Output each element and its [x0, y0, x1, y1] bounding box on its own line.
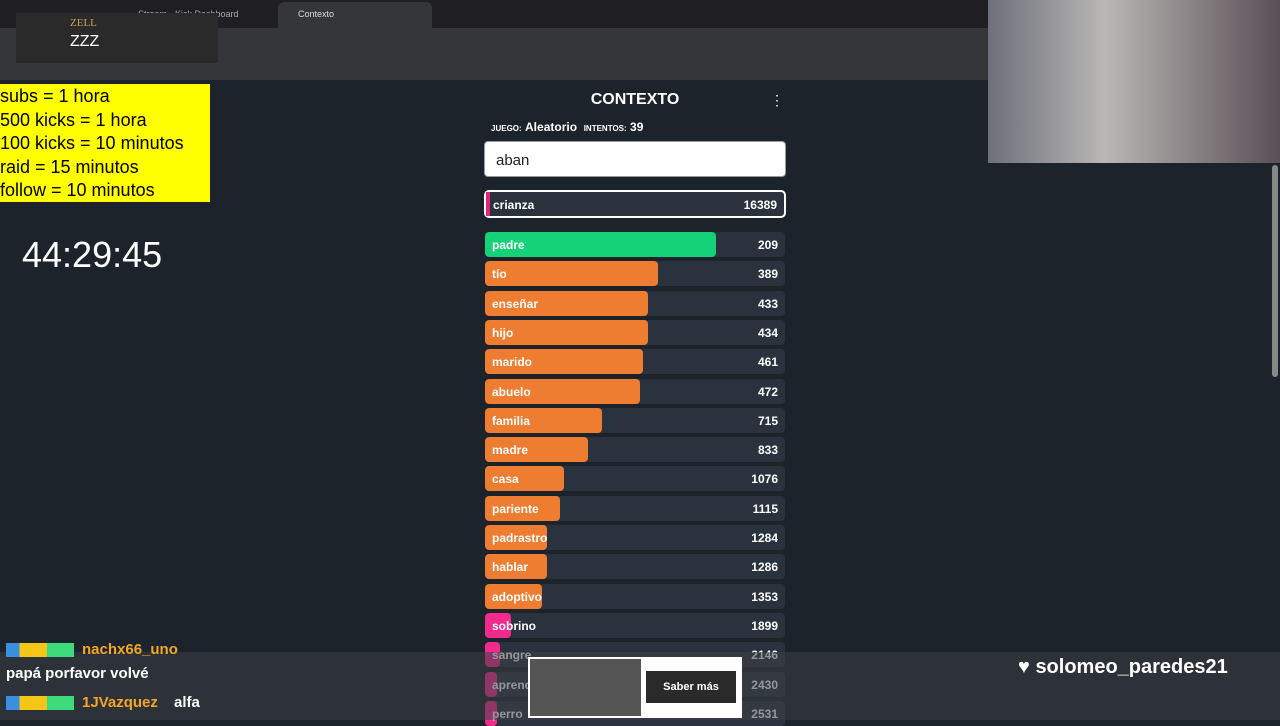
- webcam: [988, 0, 1280, 163]
- last-guess-accent: [486, 192, 490, 216]
- rule: 500 kicks = 1 hora: [0, 109, 147, 130]
- guess-row: pariente 1115: [485, 495, 785, 521]
- guess-word: enseñar: [492, 296, 539, 311]
- ad-button[interactable]: Saber más: [646, 671, 736, 703]
- guess-word: pariente: [492, 501, 539, 516]
- game-title: CONTEXTO: [590, 91, 680, 108]
- guess-rank: 1286: [751, 560, 778, 575]
- guess-rank: 1899: [751, 618, 778, 633]
- guess-row: madre 833: [485, 437, 785, 463]
- chat-message: papá porfavor volvé: [6, 665, 149, 682]
- guess-rank: 1353: [751, 589, 778, 604]
- attempts-label: INTENTOS:: [583, 124, 627, 133]
- guess-input[interactable]: aban: [484, 141, 786, 177]
- chat-user: 1JVazquez: [82, 694, 158, 711]
- guess-rank: 1115: [752, 501, 778, 516]
- streamer-name: ZELL: [70, 17, 97, 29]
- ad-image: [530, 659, 641, 716]
- follower: solomeo_paredes21: [1035, 656, 1228, 678]
- guess-rank: 472: [757, 384, 778, 399]
- guess-row: adoptivo 1353: [485, 583, 785, 609]
- guess-word: marido: [492, 355, 533, 370]
- tab[interactable]: Contexto: [278, 2, 432, 28]
- chat-badges: [6, 696, 74, 710]
- guess-rank: 389: [757, 267, 778, 282]
- chat-message: alfa: [174, 694, 200, 711]
- rank-bar: [485, 495, 561, 521]
- input-text: aban: [496, 152, 530, 169]
- rank-bar: [485, 466, 564, 492]
- guess-word: casa: [492, 472, 519, 487]
- rank-bar: [485, 232, 717, 257]
- rank-bar: [485, 525, 548, 550]
- rule: 100 kicks = 10 minutos: [0, 133, 184, 153]
- guess-rank: 833: [757, 443, 778, 458]
- ad-banner: Saber más: [528, 657, 742, 718]
- last-guess: crianza 16389: [484, 190, 786, 218]
- streamer-status: ZZZ: [70, 33, 100, 50]
- rules-box: subs = 1 hora 500 kicks = 1 hora 100 kicks…: [0, 84, 210, 202]
- guess-word: hijo: [492, 325, 514, 340]
- guess-word: adoptivo: [492, 589, 542, 604]
- game-label: JUEGO:: [491, 124, 522, 133]
- timer: 44:29:45: [22, 234, 163, 275]
- guess-word: familia: [492, 413, 531, 428]
- guess-row: marido 461: [485, 349, 785, 375]
- guess-word: abuelo: [492, 384, 531, 399]
- menu-button[interactable]: ⋮: [770, 92, 784, 108]
- rank-bar: [485, 407, 602, 433]
- guess-row: sobrino 1899: [485, 612, 785, 638]
- rank-bar: [485, 437, 588, 463]
- rank-bar: [485, 612, 511, 638]
- rank-bar: [485, 290, 649, 316]
- guess-row: enseñar 433: [485, 290, 785, 316]
- guess-row: familia 715: [485, 407, 785, 433]
- game-mode: Aleatorio: [525, 120, 578, 134]
- chat-user: nachx66_uno: [82, 641, 178, 658]
- guess-rank: 209: [757, 238, 778, 252]
- rank-bar: [485, 261, 659, 287]
- guess-word: padre: [492, 238, 525, 252]
- guess-row: padre 209: [485, 232, 785, 257]
- guess-rank: 461: [757, 355, 778, 370]
- guess-word: hablar: [492, 560, 529, 575]
- follow-alert: ♥ solomeo_paredes21: [1018, 656, 1228, 678]
- guess-row: padrastro 1284: [485, 525, 785, 550]
- scrollbar: [1272, 165, 1278, 377]
- streamer-badge: ZELL ZZZ: [16, 13, 218, 63]
- guess-word: sobrino: [492, 618, 536, 633]
- chat-badges: [6, 643, 74, 657]
- rule: subs = 1 hora: [0, 86, 110, 106]
- game-info: JUEGO: Aleatorio INTENTOS: 39: [491, 120, 643, 134]
- guess-row: hablar 1286: [485, 554, 785, 580]
- guess-word: padrastro: [492, 531, 548, 545]
- guess-row: abuelo 472: [485, 378, 785, 404]
- rule: raid = 15 minutos: [0, 156, 139, 177]
- guess-rank: 715: [757, 413, 778, 428]
- guess-rank: 1076: [751, 472, 778, 487]
- guess-word: tío: [492, 267, 507, 282]
- guess-word: madre: [492, 443, 529, 458]
- rule: follow = 10 minutos: [0, 180, 155, 200]
- rank-bar: [485, 583, 543, 609]
- guess-row: casa 1076: [485, 466, 785, 492]
- guess-rank: 16389: [743, 198, 777, 212]
- attempts: 39: [630, 120, 644, 134]
- guess-word: crianza: [493, 198, 535, 212]
- rank-bar: [485, 554, 548, 580]
- guess-rank: 434: [757, 325, 778, 340]
- rank-bar: [485, 349, 643, 375]
- guess-rank: 1284: [751, 531, 778, 545]
- guess-row: tío 389: [485, 261, 785, 287]
- rank-bar: [485, 378, 641, 404]
- guess-rank: 433: [757, 296, 778, 311]
- rank-bar: [485, 319, 649, 345]
- guess-row: hijo 434: [485, 319, 785, 345]
